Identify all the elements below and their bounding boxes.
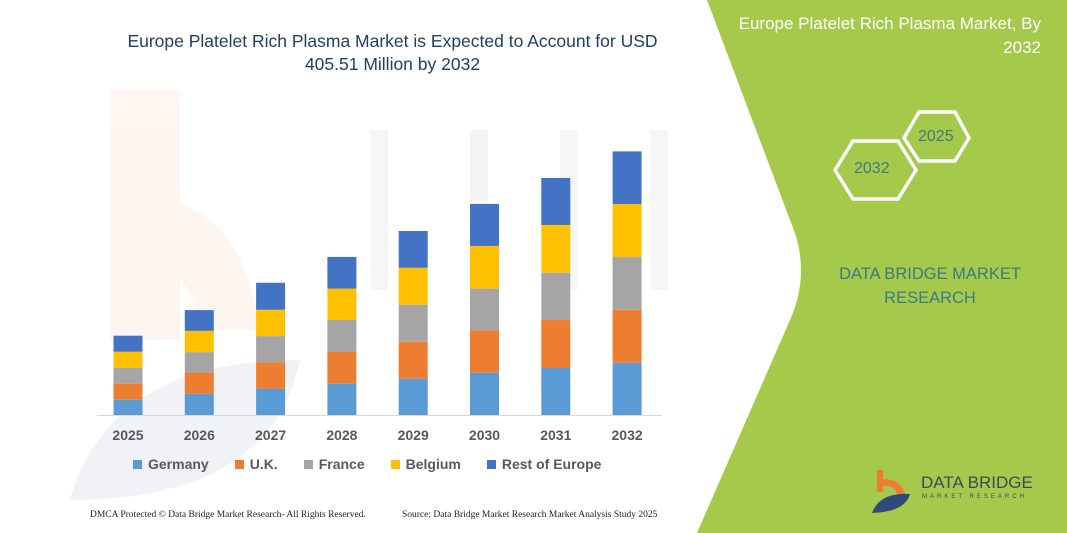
legend-swatch xyxy=(390,459,400,469)
bar-2031-u-k- xyxy=(541,320,571,368)
x-tick-label: 2029 xyxy=(398,427,429,443)
bar-2029-belgium xyxy=(398,267,428,305)
bar-2027-belgium xyxy=(256,309,286,337)
bar-2032-belgium xyxy=(612,204,642,258)
bar-2025-france xyxy=(113,367,143,384)
legend-swatch xyxy=(133,459,142,469)
bar-2029-france xyxy=(398,304,428,342)
bar-2029-u-k- xyxy=(398,341,428,379)
x-tick-label: 2027 xyxy=(255,427,286,443)
bar-2025-germany xyxy=(113,399,143,415)
bar-2027-france xyxy=(256,336,286,363)
bar-2032-rest-of-europe xyxy=(612,151,642,205)
footer-source: Source: Data Bridge Market Research Mark… xyxy=(402,510,658,520)
hexagon-2025 xyxy=(901,110,972,163)
legend-swatch xyxy=(234,459,244,469)
x-tick-label: 2028 xyxy=(326,427,357,443)
chart-title: Europe Platelet Rich Plasma Market is Ex… xyxy=(127,31,658,74)
legend-item: France xyxy=(303,456,365,472)
green-panel-shape xyxy=(697,0,1067,533)
x-tick-label: 2025 xyxy=(112,427,143,443)
legend-item: Rest of Europe xyxy=(486,456,602,472)
bar-2027-rest-of-europe xyxy=(256,282,286,310)
legend-label: Germany xyxy=(148,456,209,472)
bar-2031-germany xyxy=(541,367,571,415)
bar-chart: 2025 2026 2027 2028 2029 2030 2031 2032 xyxy=(97,151,662,443)
panel-title: Europe Platelet Rich Plasma Market, By 2… xyxy=(738,14,1041,57)
bar-2026-france xyxy=(184,352,214,373)
bar-2025-rest-of-europe xyxy=(113,335,143,352)
bar-2028-rest-of-europe xyxy=(327,256,357,289)
bar-2026-rest-of-europe xyxy=(184,310,214,331)
bar-2025-u-k- xyxy=(113,383,143,400)
bar-2028-belgium xyxy=(327,288,357,320)
legend-label: France xyxy=(318,456,365,472)
legend-label: Rest of Europe xyxy=(501,456,602,472)
bar-2026-u-k- xyxy=(184,372,214,394)
bar-2025-belgium xyxy=(113,351,143,368)
bar-2027-u-k- xyxy=(256,362,286,389)
bar-2032-france xyxy=(612,257,642,310)
bar-2027-germany xyxy=(256,388,286,415)
bar-2026-germany xyxy=(184,393,214,415)
bar-2031-france xyxy=(541,272,571,321)
legend-swatch xyxy=(486,459,496,469)
bar-2031-rest-of-europe xyxy=(541,177,571,225)
legend-label: Belgium xyxy=(405,456,461,472)
hexagon-2032 xyxy=(832,139,919,201)
bar-2030-belgium xyxy=(470,245,499,289)
x-tick-label: 2026 xyxy=(184,427,215,443)
bar-2032-u-k- xyxy=(612,309,642,363)
bar-2032-germany xyxy=(612,362,642,415)
watermark-logo xyxy=(70,90,300,500)
brand-text: DATA BRIDGE MARKET RESEARCH xyxy=(839,265,1021,307)
legend-label: U.K. xyxy=(249,456,278,472)
logo-text: DATA BRIDGE xyxy=(921,473,1033,492)
x-tick-label: 2032 xyxy=(612,427,643,443)
bar-2026-belgium xyxy=(184,330,214,353)
bar-2028-u-k- xyxy=(327,351,357,384)
legend-item: Germany xyxy=(133,456,209,472)
bar-2028-france xyxy=(327,319,357,352)
bar-2029-germany xyxy=(398,378,428,415)
bar-2031-belgium xyxy=(541,224,571,273)
bar-2030-u-k- xyxy=(470,330,499,373)
bar-2030-rest-of-europe xyxy=(470,203,499,246)
hexagon-label-2025: 2025 xyxy=(918,128,954,145)
logo-subtext: MARKET RESEARCH xyxy=(922,494,1027,500)
x-tick-label: 2030 xyxy=(469,427,500,443)
legend: Germany U.K. France Belgium Rest of Europe xyxy=(133,456,627,472)
bar-2028-germany xyxy=(327,383,357,415)
legend-swatch xyxy=(303,459,313,469)
legend-item: Belgium xyxy=(390,456,461,472)
x-tick-label: 2031 xyxy=(540,427,571,443)
logo-icon xyxy=(872,470,910,513)
footer-copyright: DMCA Protected © Data Bridge Market Rese… xyxy=(90,510,366,520)
bar-2030-germany xyxy=(470,372,499,415)
bar-2030-france xyxy=(470,288,499,331)
bar-2029-rest-of-europe xyxy=(398,231,428,268)
legend-item: U.K. xyxy=(234,456,278,472)
hexagon-label-2032: 2032 xyxy=(854,160,890,177)
